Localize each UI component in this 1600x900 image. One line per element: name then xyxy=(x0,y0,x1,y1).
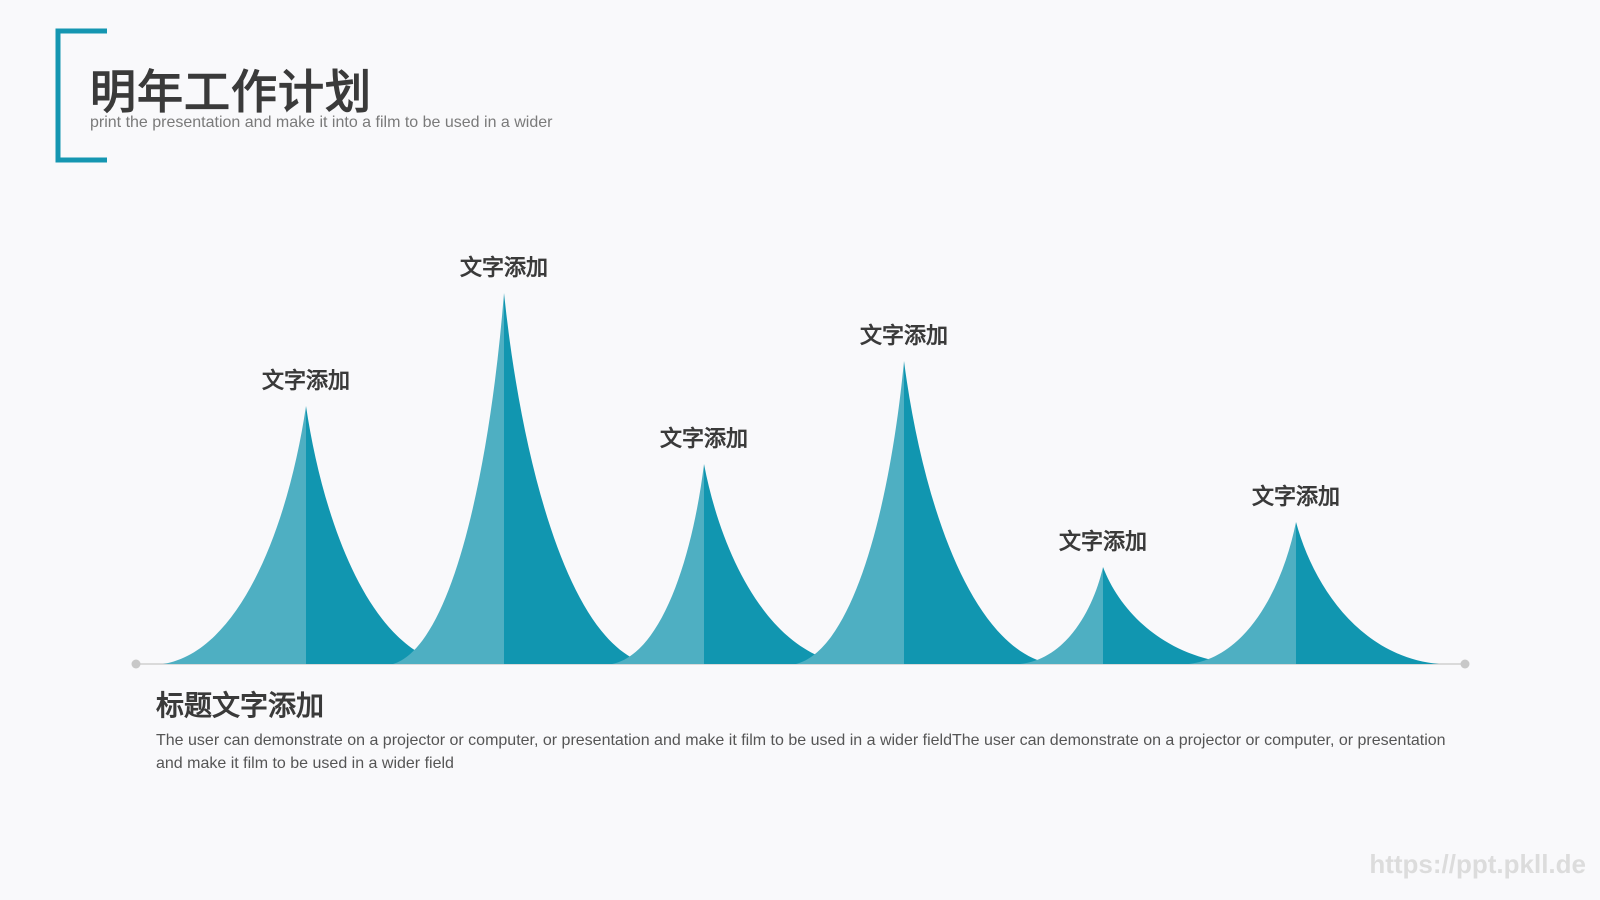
baseline-dot xyxy=(131,659,141,669)
peak-right xyxy=(306,406,449,664)
peak-left xyxy=(163,406,306,664)
baseline-dot xyxy=(1460,659,1470,669)
peak-left xyxy=(796,361,904,664)
watermark: https://ppt.pkll.de xyxy=(1369,849,1586,879)
peak-label: 文字添加 xyxy=(660,426,748,452)
subtitle: print the presentation and make it into … xyxy=(90,114,553,131)
peak-left xyxy=(612,464,704,664)
section-heading: 标题文字添加 xyxy=(156,689,325,722)
peak-label: 文字添加 xyxy=(1059,529,1147,555)
peak-label: 文字添加 xyxy=(1252,484,1340,510)
peak-label: 文字添加 xyxy=(262,368,350,394)
section-text: The user can demonstrate on a projector … xyxy=(156,732,1446,772)
title-bracket xyxy=(55,28,107,163)
peak-right xyxy=(504,293,648,664)
peak-right xyxy=(1103,567,1240,664)
peak-label: 文字添加 xyxy=(860,323,948,349)
peak-left xyxy=(393,293,504,664)
peak-left xyxy=(1189,522,1296,664)
peak-right xyxy=(1296,522,1439,664)
peak-left xyxy=(1020,567,1103,664)
peak-right xyxy=(704,464,847,664)
peak-label: 文字添加 xyxy=(460,255,548,281)
peak-right xyxy=(904,361,1051,664)
title: 明年工作计划 xyxy=(90,65,372,119)
